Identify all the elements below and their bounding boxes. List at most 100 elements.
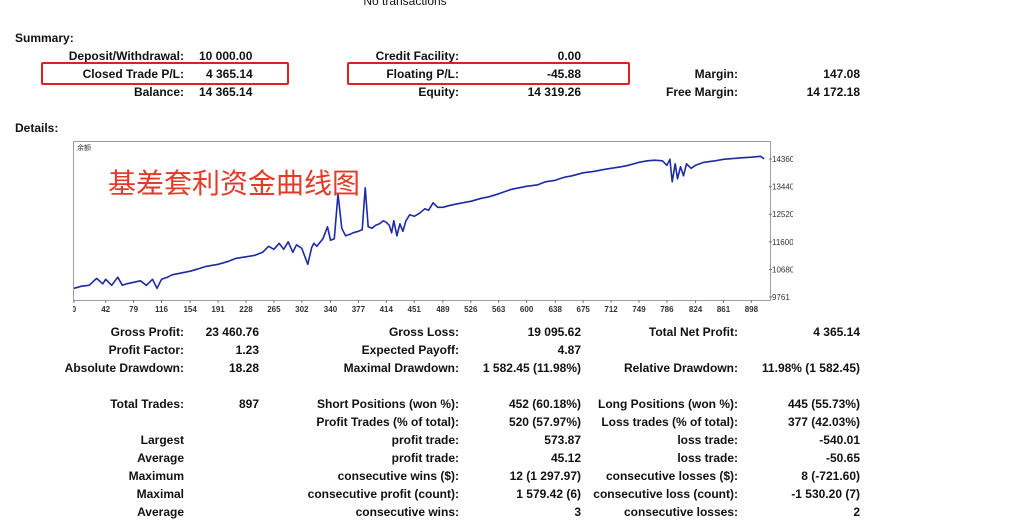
x-tick-label: 0: [73, 305, 77, 314]
x-tick-label: 42: [101, 305, 110, 314]
max-consecutive-wins-label: consecutive wins ($):: [337, 469, 459, 483]
short-positions-value: 452 (60.18%): [508, 397, 581, 411]
relative-drawdown-label: Relative Drawdown:: [623, 361, 738, 375]
margin-label: Margin:: [694, 67, 738, 81]
balance-value: 14 365.14: [199, 85, 253, 99]
profit-factor-value: 1.23: [235, 343, 259, 357]
chart-overlay-title: 基差套利资金曲线图: [108, 167, 361, 200]
chart-corner-label: 余额: [77, 145, 91, 152]
balance-series-line: [73, 155, 765, 290]
maximal-consecutive-profit-value: 1 579.42 (6): [516, 487, 581, 501]
total-net-profit-value: 4 365.14: [813, 325, 860, 339]
no-transactions-note: No transactions: [363, 0, 447, 8]
x-tick-label: 638: [549, 305, 563, 314]
equity-label: Equity:: [418, 85, 459, 99]
maximal-consecutive-profit-label: consecutive profit (count):: [307, 487, 459, 501]
x-tick-label: 712: [604, 305, 618, 314]
credit-facility-value: 0.00: [557, 49, 581, 63]
closed-trade-pl-label: Closed Trade P/L:: [82, 67, 184, 81]
margin-value: 147.08: [823, 67, 860, 81]
balance-label: Balance:: [133, 85, 184, 99]
y-tick-label: 13440: [772, 183, 793, 192]
x-tick-label: 302: [295, 305, 309, 314]
x-tick-label: 489: [436, 305, 450, 314]
loss-trades-label: Loss trades (% of total):: [601, 415, 738, 429]
maximal-drawdown-label: Maximal Drawdown:: [343, 361, 459, 375]
profit-factor-label: Profit Factor:: [108, 343, 184, 357]
free-margin-label: Free Margin:: [665, 85, 738, 99]
x-tick-label: 340: [324, 305, 338, 314]
x-tick-label: 116: [155, 305, 168, 314]
y-tick-label: 11600: [772, 238, 793, 247]
expected-payoff-label: Expected Payoff:: [361, 343, 459, 357]
largest-profit-trade-value: 573.87: [544, 433, 581, 447]
y-tick-label: 14360: [772, 155, 793, 164]
balance-chart: 9761 10680 11600 12520 13440 14360 0 42 79 116 154…: [73, 155, 793, 314]
gross-profit-value: 23 460.76: [205, 325, 259, 339]
largest-profit-trade-label: profit trade:: [391, 433, 459, 447]
max-consecutive-losses-value: 8 (-721.60): [801, 469, 860, 483]
gross-profit-label: Gross Profit:: [110, 325, 184, 339]
x-tick-label: 228: [239, 305, 253, 314]
relative-drawdown-value: 11.98% (1 582.45): [761, 361, 860, 375]
average-consecutive-wins-label: consecutive wins:: [355, 505, 459, 519]
average-profit-trade-label: profit trade:: [391, 451, 459, 465]
x-tick-label: 191: [211, 305, 225, 314]
largest-loss-trade-label: loss trade:: [677, 433, 738, 447]
x-tick-label: 861: [717, 305, 731, 314]
y-tick-label: 10680: [772, 265, 793, 274]
floating-pl-label: Floating P/L:: [386, 67, 459, 81]
x-tick-label: 154: [183, 305, 197, 314]
x-tick-label: 600: [520, 305, 534, 314]
x-tick-label: 749: [632, 305, 646, 314]
absolute-drawdown-value: 18.28: [228, 361, 259, 375]
x-tick-label: 824: [689, 305, 703, 314]
free-margin-value: 14 172.18: [806, 85, 860, 99]
x-tick-label: 265: [267, 305, 281, 314]
max-consecutive-wins-value: 12 (1 297.97): [509, 469, 581, 483]
closed-trade-highlight-box: [41, 62, 289, 85]
deposit-withdrawal-label: Deposit/Withdrawal:: [68, 49, 184, 63]
largest-loss-trade-value: -540.01: [819, 433, 860, 447]
credit-facility-label: Credit Facility:: [375, 49, 459, 63]
total-trades-label: Total Trades:: [110, 397, 184, 411]
expected-payoff-value: 4.87: [557, 343, 581, 357]
x-tick-label: 675: [577, 305, 591, 314]
x-tick-label: 377: [352, 305, 366, 314]
long-positions-label: Long Positions (won %):: [598, 397, 738, 411]
maximum-group-label: Maximum: [128, 469, 184, 483]
gross-loss-label: Gross Loss:: [388, 325, 459, 339]
average-loss-trade-value: -50.65: [825, 451, 860, 465]
y-tick-label: 12520: [772, 210, 793, 219]
average-consecutive-losses-value: 2: [853, 505, 860, 519]
x-tick-label: 563: [492, 305, 506, 314]
largest-group-label: Largest: [140, 433, 184, 447]
loss-trades-value: 377 (42.03%): [787, 415, 860, 429]
y-tick-label: 9761: [772, 293, 790, 302]
x-tick-label: 526: [464, 305, 478, 314]
closed-trade-pl-value: 4 365.14: [206, 67, 253, 81]
short-positions-label: Short Positions (won %):: [317, 397, 459, 411]
average-profit-trade-value: 45.12: [550, 451, 581, 465]
absolute-drawdown-label: Absolute Drawdown:: [64, 361, 184, 375]
average-group-label: Average: [137, 451, 184, 465]
average-consecutive-group-label: Average: [137, 505, 184, 519]
maximal-group-label: Maximal: [136, 487, 184, 501]
long-positions-value: 445 (55.73%): [787, 397, 860, 411]
equity-value: 14 319.26: [527, 85, 581, 99]
floating-pl-value: -45.88: [546, 67, 581, 81]
deposit-withdrawal-value: 10 000.00: [199, 49, 253, 63]
x-tick-label: 79: [129, 305, 138, 314]
summary-heading: Summary:: [15, 31, 74, 45]
maximal-consecutive-loss-value: -1 530.20 (7): [791, 487, 860, 501]
x-tick-label: 414: [380, 305, 394, 314]
details-heading: Details:: [15, 121, 59, 135]
gross-loss-value: 19 095.62: [527, 325, 581, 339]
total-net-profit-label: Total Net Profit:: [648, 325, 738, 339]
average-consecutive-wins-value: 3: [574, 505, 581, 519]
x-tick-label: 898: [745, 305, 759, 314]
profit-trades-label: Profit Trades (% of total):: [316, 415, 459, 429]
average-consecutive-losses-label: consecutive losses:: [623, 505, 738, 519]
max-consecutive-losses-label: consecutive losses ($):: [605, 469, 738, 483]
average-loss-trade-label: loss trade:: [677, 451, 738, 465]
